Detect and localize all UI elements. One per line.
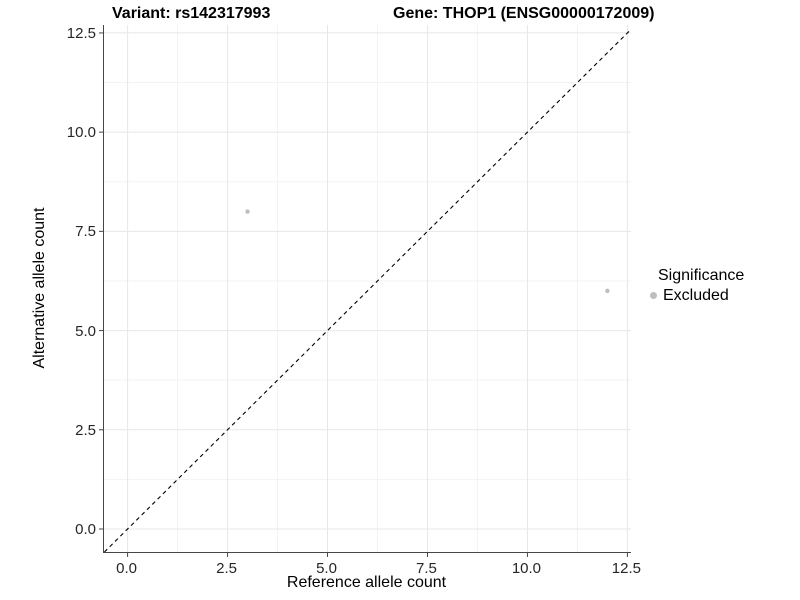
legend-item-label: Excluded xyxy=(663,287,729,304)
legend: Significance Excluded xyxy=(648,266,744,305)
data-point xyxy=(605,288,610,294)
y-tick-label: 2.5 xyxy=(75,421,96,439)
chart-canvas xyxy=(99,25,632,557)
x-tick-label: 7.5 xyxy=(416,560,437,577)
x-tick-label: 5.0 xyxy=(316,560,337,577)
y-tick-label: 10.0 xyxy=(66,124,96,142)
legend-title: Significance xyxy=(658,267,745,284)
plot-title-variant: Variant: rs142317993 xyxy=(112,5,271,22)
y-tick-label: 0.0 xyxy=(75,520,96,538)
x-tick-label: 12.5 xyxy=(611,560,641,577)
plot-title-gene: Gene: THOP1 (ENSG00000172009) xyxy=(393,5,655,22)
identity-dashed-line xyxy=(104,28,632,553)
plot-panel xyxy=(99,25,632,557)
y-tick-label: 5.0 xyxy=(75,322,96,340)
x-tick-label: 2.5 xyxy=(216,560,237,577)
x-tick-label: 10.0 xyxy=(511,560,542,577)
x-axis-title: Reference allele count xyxy=(286,574,447,591)
y-tick-label: 12.5 xyxy=(66,24,96,42)
y-tick-label: 7.5 xyxy=(75,223,96,241)
legend-key-dot xyxy=(650,292,657,299)
x-tick-label: 0.0 xyxy=(116,560,137,577)
y-axis-title: Alternative allele count xyxy=(31,207,48,369)
data-point xyxy=(245,209,250,214)
legend-item-excluded: Excluded xyxy=(650,286,744,305)
